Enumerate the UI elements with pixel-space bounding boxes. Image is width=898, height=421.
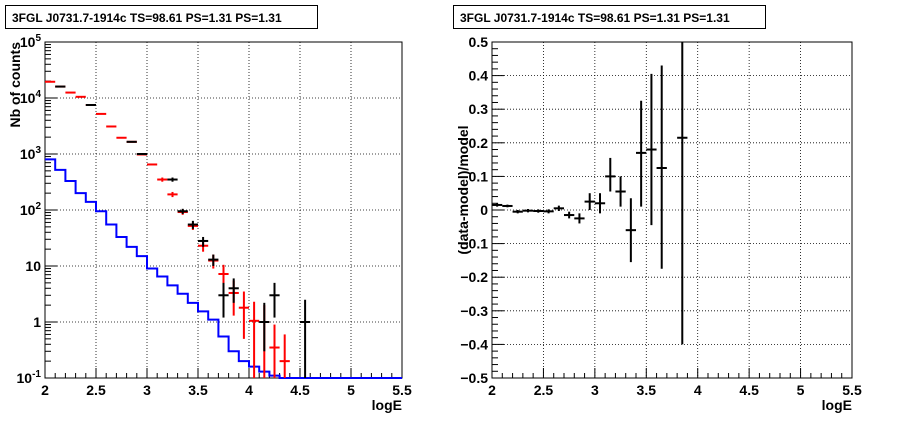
y-tick-label: 105 <box>20 33 42 50</box>
x-tick-label: 2.5 <box>86 382 106 398</box>
counts-panel: 2 2.5 3 3.5 4 4.5 5 5.5 10-1 1 10 102 103 104 105 logE N… <box>7 33 412 413</box>
y-tick-label: 0.1 <box>469 168 489 184</box>
x-tick-label: 5.5 <box>842 382 862 398</box>
y-tick-label: 102 <box>20 201 42 218</box>
y-tick-label: 0.5 <box>469 34 489 50</box>
y-axis-label: Nb of counts <box>7 42 23 128</box>
y-tick-label: −0.4 <box>460 336 488 352</box>
y-tick-label: 10-1 <box>17 369 42 386</box>
y-tick-label: 0.4 <box>469 68 489 84</box>
x-axis-label: logE <box>822 397 852 413</box>
x-tick-label: 4.5 <box>739 382 759 398</box>
y-tick-label: 10 <box>25 258 41 274</box>
x-tick-label: 4 <box>694 382 702 398</box>
x-tick-label: 5.5 <box>392 382 412 398</box>
y-tick-label: 0 <box>480 202 488 218</box>
x-tick-label: 4.5 <box>290 382 310 398</box>
y-tick-label: 103 <box>20 145 42 162</box>
x-tick-label: 2 <box>41 382 49 398</box>
x-tick-label: 4 <box>245 382 253 398</box>
y-tick-label: 104 <box>20 89 42 106</box>
y-tick-label: −0.2 <box>460 269 488 285</box>
x-tick-label: 3.5 <box>637 382 657 398</box>
x-tick-label: 3.5 <box>188 382 208 398</box>
y-tick-label: −0.5 <box>460 370 488 386</box>
y-tick-label: 1 <box>33 314 41 330</box>
x-tick-label: 2.5 <box>534 382 554 398</box>
x-tick-label: 5 <box>347 382 355 398</box>
y-tick-label: −0.3 <box>460 303 488 319</box>
x-tick-label: 3 <box>143 382 151 398</box>
x-tick-label: 5 <box>797 382 805 398</box>
y-tick-label: −0.1 <box>460 236 488 252</box>
y-tick-label: 0.2 <box>469 135 489 151</box>
y-axis-label: (data-model)/model <box>455 125 471 254</box>
residuals-panel-title: 3FGL J0731.7-1914c TS=98.61 PS=1.31 PS=1… <box>453 5 766 29</box>
counts-panel-title: 3FGL J0731.7-1914c TS=98.61 PS=1.31 PS=1… <box>5 5 318 29</box>
model-step-line <box>45 158 402 379</box>
residuals-panel: 2 2.5 3 3.5 4 4.5 5 5.5 −0.5 −0.4 −0.3 −0.2 −0.1 0 0.1… <box>455 34 862 413</box>
x-tick-label: 2 <box>488 382 496 398</box>
x-tick-label: 3 <box>591 382 599 398</box>
y-tick-label: 0.3 <box>469 101 489 117</box>
x-axis-label: logE <box>372 397 402 413</box>
